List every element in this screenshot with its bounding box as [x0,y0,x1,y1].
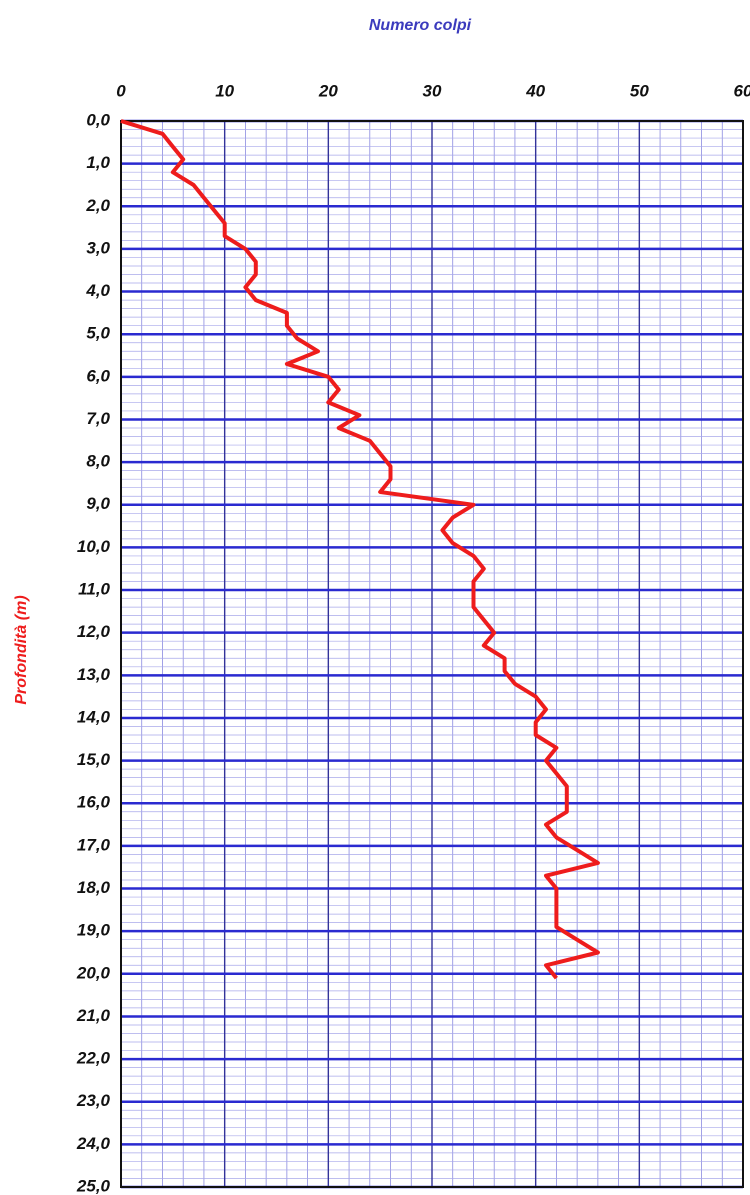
x-tick-label: 60 [734,81,750,100]
y-tick-label: 17,0 [77,835,111,854]
y-tick-label: 15,0 [77,750,111,769]
y-tick-label: 11,0 [78,580,110,599]
y-tick-label: 7,0 [86,409,110,428]
x-tick-label: 40 [525,81,545,100]
y-tick-label: 13,0 [77,665,111,684]
y-axis-label: Profondità (m) [13,595,30,704]
y-tick-label: 20,0 [76,963,111,982]
y-tick-label: 16,0 [77,793,111,812]
y-tick-label: 23,0 [76,1091,111,1110]
y-tick-label: 10,0 [77,537,111,556]
y-tick-label: 2,0 [85,196,110,215]
x-tick-label: 10 [215,81,234,100]
y-tick-label: 8,0 [86,452,110,471]
x-tick-label: 30 [423,81,442,100]
y-tick-label: 24,0 [76,1134,111,1153]
x-tick-label: 50 [630,81,649,100]
x-axis-label: Numero colpi [369,17,472,34]
y-tick-label: 5,0 [86,324,110,343]
y-tick-label: 12,0 [77,622,111,641]
y-tick-label: 1,0 [86,153,110,172]
y-tick-label: 18,0 [77,878,111,897]
y-tick-label: 9,0 [86,494,110,513]
profile-line [120,119,600,980]
x-tick-label: 0 [116,81,126,100]
y-tick-label: 3,0 [86,238,110,257]
y-tick-label: 14,0 [77,707,111,726]
y-tick-label: 25,0 [76,1176,111,1195]
y-tick-label: 22,0 [76,1049,111,1068]
y-tick-label: 4,0 [85,281,110,300]
y-tick-label: 19,0 [77,921,111,940]
y-tick-label: 21,0 [76,1006,111,1025]
x-tick-label: 20 [318,81,338,100]
plot-frame [120,120,744,1188]
y-tick-label: 6,0 [86,366,110,385]
y-tick-label: 0,0 [86,110,110,129]
